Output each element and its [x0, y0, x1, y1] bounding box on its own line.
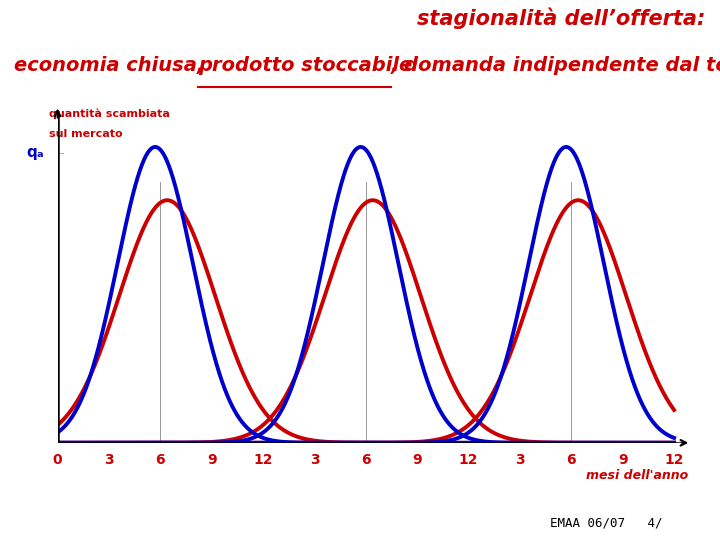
- Text: , domanda indipendente dal tempo: , domanda indipendente dal tempo: [391, 56, 720, 76]
- Text: sul mercato: sul mercato: [49, 129, 122, 139]
- Text: quantità scambiata: quantità scambiata: [49, 109, 170, 119]
- Text: economia chiusa,: economia chiusa,: [14, 56, 212, 76]
- Text: prodotto stoccabile: prodotto stoccabile: [198, 56, 413, 76]
- Text: EMAA 06/07   4/: EMAA 06/07 4/: [550, 516, 662, 529]
- Text: qₐ: qₐ: [26, 145, 44, 160]
- Text: mesi dell'anno: mesi dell'anno: [585, 469, 688, 482]
- Text: stagionalità dell’offerta:: stagionalità dell’offerta:: [417, 8, 706, 29]
